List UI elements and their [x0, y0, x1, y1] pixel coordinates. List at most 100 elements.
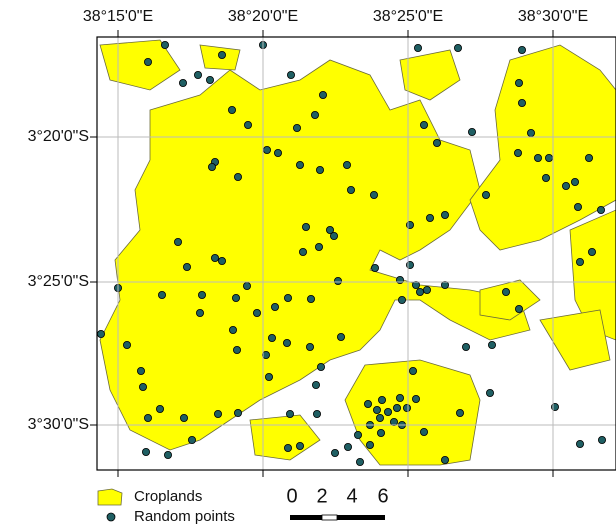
random-point — [334, 277, 341, 284]
x-label: 38°20'0"E — [228, 8, 298, 25]
random-point — [534, 154, 541, 161]
random-point — [139, 383, 146, 390]
random-point — [337, 333, 344, 340]
random-point — [123, 341, 130, 348]
random-point — [263, 146, 270, 153]
random-point — [233, 346, 240, 353]
random-point — [384, 408, 391, 415]
random-point — [542, 174, 549, 181]
random-point — [232, 294, 239, 301]
random-point — [376, 414, 383, 421]
random-point — [426, 214, 433, 221]
random-point — [370, 191, 377, 198]
random-point — [420, 121, 427, 128]
random-point — [420, 428, 427, 435]
random-point — [319, 91, 326, 98]
random-point — [576, 440, 583, 447]
random-point — [433, 139, 440, 146]
random-point — [306, 343, 313, 350]
random-point — [137, 367, 144, 374]
scale-label: 6 — [377, 485, 388, 507]
random-point — [144, 414, 151, 421]
random-point — [284, 294, 291, 301]
random-point — [366, 441, 373, 448]
random-point — [441, 456, 448, 463]
random-point — [598, 436, 605, 443]
random-point — [299, 248, 306, 255]
legend-label: Random points — [134, 508, 235, 525]
random-point — [144, 58, 151, 65]
random-point — [234, 409, 241, 416]
random-point — [158, 291, 165, 298]
random-point — [331, 449, 338, 456]
random-point — [456, 409, 463, 416]
random-point — [597, 206, 604, 213]
random-point — [234, 173, 241, 180]
random-point — [347, 186, 354, 193]
legend-point-swatch — [107, 513, 115, 521]
random-point — [585, 154, 592, 161]
random-point — [302, 223, 309, 230]
random-point — [588, 248, 595, 255]
random-point — [406, 221, 413, 228]
random-point — [343, 161, 350, 168]
random-point — [196, 309, 203, 316]
random-point — [416, 288, 423, 295]
random-point — [403, 404, 410, 411]
random-point — [364, 400, 371, 407]
random-point — [206, 76, 213, 83]
random-point — [441, 211, 448, 218]
random-point — [354, 431, 361, 438]
random-point — [462, 343, 469, 350]
random-point — [284, 444, 291, 451]
random-point — [283, 339, 290, 346]
random-point — [515, 79, 522, 86]
random-point — [296, 442, 303, 449]
random-point — [271, 303, 278, 310]
random-point — [296, 161, 303, 168]
random-point — [293, 124, 300, 131]
random-point — [313, 410, 320, 417]
random-point — [409, 367, 416, 374]
random-point — [396, 276, 403, 283]
random-point — [97, 330, 104, 337]
random-point — [576, 258, 583, 265]
random-point — [218, 257, 225, 264]
random-point — [488, 341, 495, 348]
random-point — [518, 46, 525, 53]
random-point — [412, 395, 419, 402]
random-point — [174, 238, 181, 245]
random-point — [211, 254, 218, 261]
random-point — [344, 443, 351, 450]
random-point — [486, 389, 493, 396]
legend-crop-swatch — [98, 489, 122, 505]
random-point — [142, 448, 149, 455]
random-point — [214, 410, 221, 417]
random-point — [515, 305, 522, 312]
map-area — [97, 37, 616, 470]
random-point — [311, 111, 318, 118]
random-point — [183, 263, 190, 270]
random-point — [514, 149, 521, 156]
x-label: 38°15'0"E — [83, 8, 153, 25]
y-label: 3°30'0"S — [28, 416, 89, 433]
random-point — [396, 394, 403, 401]
random-point — [228, 106, 235, 113]
random-point — [571, 178, 578, 185]
random-point — [315, 243, 322, 250]
random-point — [518, 99, 525, 106]
random-point — [317, 363, 324, 370]
random-point — [229, 326, 236, 333]
random-point — [244, 121, 251, 128]
legend-label: Croplands — [134, 488, 202, 505]
random-point — [194, 71, 201, 78]
random-point — [243, 282, 250, 289]
random-point — [180, 414, 187, 421]
random-point — [414, 44, 421, 51]
random-point — [482, 191, 489, 198]
random-point — [274, 149, 281, 156]
y-label: 3°20'0"S — [28, 128, 89, 145]
random-point — [423, 286, 430, 293]
random-point — [179, 79, 186, 86]
random-point — [454, 44, 461, 51]
